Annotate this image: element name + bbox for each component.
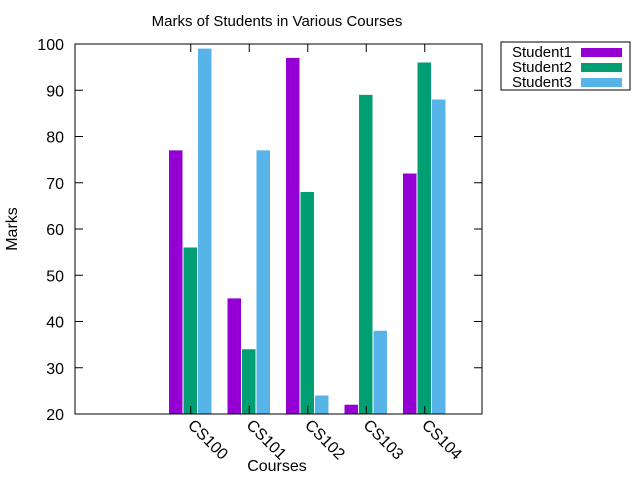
legend-label: Student3 xyxy=(512,74,572,91)
bar-student2-cs102 xyxy=(300,192,314,414)
legend-label: Student2 xyxy=(512,59,572,76)
x-tick-label: CS104 xyxy=(418,417,465,464)
bar-student3-cs101 xyxy=(256,150,270,414)
y-tick-label: 60 xyxy=(46,222,64,239)
x-tick-label: CS102 xyxy=(301,417,348,464)
legend-swatch xyxy=(581,63,622,72)
y-tick-label: 70 xyxy=(46,176,64,193)
y-tick-label: 40 xyxy=(46,315,64,332)
bar-student1-cs101 xyxy=(227,298,241,414)
y-tick-label: 20 xyxy=(46,407,64,424)
bar-student3-cs103 xyxy=(373,330,387,414)
y-tick-label: 50 xyxy=(46,268,64,285)
bar-layer xyxy=(169,48,446,414)
bar-student1-cs100 xyxy=(169,150,183,414)
x-axis-title: Courses xyxy=(247,458,307,475)
x-tick-label: CS101 xyxy=(243,417,290,464)
legend-label: Student1 xyxy=(512,44,572,61)
chart-title: Marks of Students in Various Courses xyxy=(152,13,403,30)
y-axis: 20 30 40 50 60 70 80 90 100 xyxy=(37,37,482,424)
bar-student1-cs103 xyxy=(344,404,358,414)
bar-student3-cs100 xyxy=(198,48,212,414)
y-axis-title: Marks xyxy=(4,207,21,251)
bar-student2-cs104 xyxy=(417,62,431,414)
bar-student3-cs104 xyxy=(432,99,446,414)
y-tick-label: 90 xyxy=(46,83,64,100)
x-tick-label: CS103 xyxy=(360,417,407,464)
y-tick-label: 30 xyxy=(46,361,64,378)
bar-student2-cs101 xyxy=(242,349,256,414)
legend-swatch xyxy=(581,78,622,87)
x-tick-label: CS100 xyxy=(184,417,231,464)
bar-student2-cs100 xyxy=(183,247,197,414)
y-tick-label: 80 xyxy=(46,130,64,147)
bar-student3-cs102 xyxy=(315,395,329,414)
legend-swatch xyxy=(581,48,622,57)
y-tick-label: 100 xyxy=(37,37,64,54)
bar-student1-cs104 xyxy=(403,173,417,414)
bar-student1-cs102 xyxy=(286,57,300,414)
bar-student2-cs103 xyxy=(359,94,373,414)
